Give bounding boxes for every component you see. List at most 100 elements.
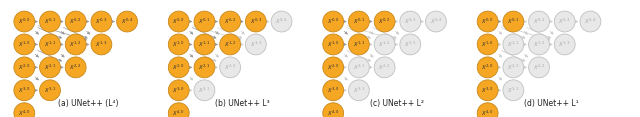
- Text: $X^{0,0}$: $X^{0,0}$: [18, 17, 31, 26]
- Text: $X^{2,1}$: $X^{2,1}$: [44, 63, 56, 72]
- Text: (d) UNet++ L¹: (d) UNet++ L¹: [524, 99, 579, 108]
- Text: $X^{1,0}$: $X^{1,0}$: [327, 40, 339, 49]
- Text: $X^{0,1}$: $X^{0,1}$: [44, 17, 56, 26]
- Circle shape: [503, 57, 524, 78]
- Circle shape: [168, 103, 189, 117]
- Circle shape: [168, 57, 189, 78]
- Text: $X^{3,0}$: $X^{3,0}$: [18, 86, 31, 95]
- Text: $X^{0,4}$: $X^{0,4}$: [275, 17, 288, 26]
- Circle shape: [194, 11, 215, 32]
- Circle shape: [400, 11, 420, 32]
- Text: $X^{1,1}$: $X^{1,1}$: [507, 40, 520, 49]
- Text: $X^{1,2}$: $X^{1,2}$: [533, 40, 545, 49]
- Text: $X^{0,4}$: $X^{0,4}$: [584, 17, 596, 26]
- Text: $X^{0,1}$: $X^{0,1}$: [198, 17, 211, 26]
- Circle shape: [374, 34, 395, 55]
- Text: $X^{1,0}$: $X^{1,0}$: [172, 40, 185, 49]
- Text: $X^{1,1}$: $X^{1,1}$: [353, 40, 365, 49]
- Circle shape: [14, 11, 35, 32]
- Circle shape: [477, 80, 498, 101]
- Text: $X^{0,2}$: $X^{0,2}$: [224, 17, 236, 26]
- Text: $X^{2,1}$: $X^{2,1}$: [198, 63, 211, 72]
- Circle shape: [91, 11, 112, 32]
- Text: $X^{1,3}$: $X^{1,3}$: [559, 40, 571, 49]
- Circle shape: [168, 11, 189, 32]
- Circle shape: [194, 80, 215, 101]
- Circle shape: [529, 57, 550, 78]
- Text: $X^{1,3}$: $X^{1,3}$: [404, 40, 417, 49]
- Text: $X^{0,4}$: $X^{0,4}$: [429, 17, 442, 26]
- Text: $X^{0,3}$: $X^{0,3}$: [559, 17, 571, 26]
- Text: $X^{3,1}$: $X^{3,1}$: [507, 86, 520, 95]
- Circle shape: [323, 80, 344, 101]
- Text: $X^{3,1}$: $X^{3,1}$: [353, 86, 365, 95]
- Text: $X^{1,0}$: $X^{1,0}$: [18, 40, 31, 49]
- Text: $X^{1,2}$: $X^{1,2}$: [70, 40, 82, 49]
- Text: $X^{1,1}$: $X^{1,1}$: [198, 40, 211, 49]
- Text: $X^{3,1}$: $X^{3,1}$: [44, 86, 56, 95]
- Circle shape: [323, 34, 344, 55]
- Circle shape: [40, 80, 60, 101]
- Circle shape: [348, 34, 369, 55]
- Circle shape: [348, 57, 369, 78]
- Text: (c) UNet++ L²: (c) UNet++ L²: [370, 99, 424, 108]
- Text: (b) UNet++ L³: (b) UNet++ L³: [216, 99, 270, 108]
- Circle shape: [194, 34, 215, 55]
- Text: $X^{2,2}$: $X^{2,2}$: [533, 63, 545, 72]
- Circle shape: [14, 103, 35, 117]
- Circle shape: [323, 57, 344, 78]
- Circle shape: [245, 11, 266, 32]
- Text: $X^{0,0}$: $X^{0,0}$: [327, 17, 339, 26]
- Circle shape: [503, 34, 524, 55]
- Circle shape: [220, 57, 241, 78]
- Text: $X^{2,2}$: $X^{2,2}$: [70, 63, 82, 72]
- Text: $X^{0,0}$: $X^{0,0}$: [172, 17, 185, 26]
- Text: $X^{0,0}$: $X^{0,0}$: [481, 17, 494, 26]
- Circle shape: [14, 34, 35, 55]
- Circle shape: [426, 11, 446, 32]
- Circle shape: [40, 57, 60, 78]
- Text: $X^{2,0}$: $X^{2,0}$: [481, 63, 494, 72]
- Text: $X^{4,0}$: $X^{4,0}$: [172, 109, 185, 117]
- Text: $X^{4,0}$: $X^{4,0}$: [327, 109, 339, 117]
- Circle shape: [529, 34, 550, 55]
- Circle shape: [554, 11, 575, 32]
- Circle shape: [220, 34, 241, 55]
- Circle shape: [323, 11, 344, 32]
- Circle shape: [348, 11, 369, 32]
- Circle shape: [400, 34, 420, 55]
- Text: $X^{2,0}$: $X^{2,0}$: [327, 63, 339, 72]
- Text: $X^{1,2}$: $X^{1,2}$: [224, 40, 236, 49]
- Text: $X^{0,3}$: $X^{0,3}$: [404, 17, 417, 26]
- Circle shape: [477, 57, 498, 78]
- Text: $X^{3,0}$: $X^{3,0}$: [481, 86, 494, 95]
- Circle shape: [245, 34, 266, 55]
- Text: $X^{4,0}$: $X^{4,0}$: [18, 109, 31, 117]
- Circle shape: [14, 57, 35, 78]
- Text: $X^{0,2}$: $X^{0,2}$: [70, 17, 82, 26]
- Text: $X^{1,0}$: $X^{1,0}$: [481, 40, 494, 49]
- Text: (a) UNet++ (L⁴): (a) UNet++ (L⁴): [58, 99, 118, 108]
- Text: $X^{0,1}$: $X^{0,1}$: [507, 17, 520, 26]
- Text: $X^{1,3}$: $X^{1,3}$: [250, 40, 262, 49]
- Circle shape: [477, 103, 498, 117]
- Circle shape: [348, 80, 369, 101]
- Text: $X^{2,2}$: $X^{2,2}$: [224, 63, 236, 72]
- Circle shape: [220, 11, 241, 32]
- Text: $X^{1,2}$: $X^{1,2}$: [378, 40, 391, 49]
- Circle shape: [529, 11, 550, 32]
- Text: $X^{0,4}$: $X^{0,4}$: [121, 17, 133, 26]
- Circle shape: [168, 34, 189, 55]
- Circle shape: [374, 11, 395, 32]
- Text: $X^{0,3}$: $X^{0,3}$: [95, 17, 108, 26]
- Circle shape: [65, 57, 86, 78]
- Text: $X^{2,2}$: $X^{2,2}$: [378, 63, 391, 72]
- Circle shape: [374, 57, 395, 78]
- Text: $X^{2,1}$: $X^{2,1}$: [353, 63, 365, 72]
- Circle shape: [323, 103, 344, 117]
- Text: $X^{3,0}$: $X^{3,0}$: [172, 86, 185, 95]
- Circle shape: [168, 80, 189, 101]
- Circle shape: [65, 34, 86, 55]
- Text: $X^{0,2}$: $X^{0,2}$: [533, 17, 545, 26]
- Circle shape: [580, 11, 601, 32]
